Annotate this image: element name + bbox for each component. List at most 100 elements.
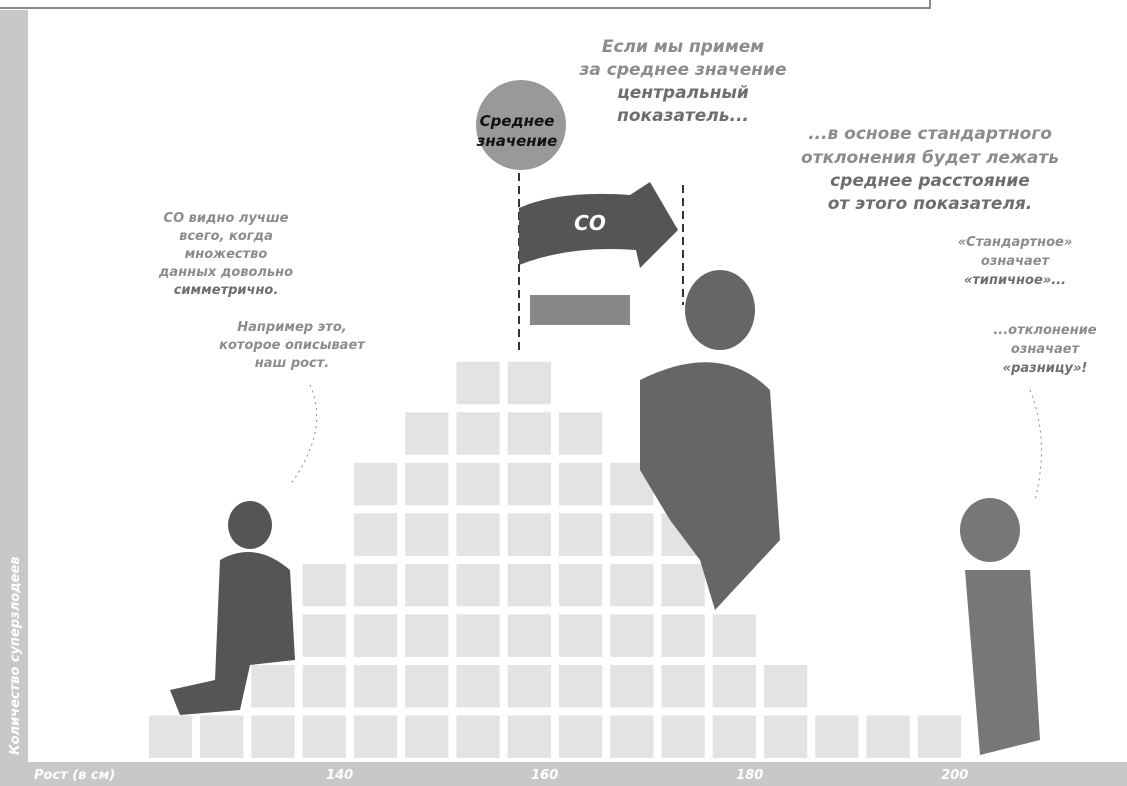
block: [558, 715, 603, 758]
histogram-column: [917, 715, 962, 758]
histogram-column: [302, 563, 346, 758]
block: [507, 361, 551, 405]
callout-dots: [289, 384, 318, 486]
histogram: [148, 361, 962, 758]
block: [712, 614, 756, 657]
annotation-line: показатель...: [617, 106, 749, 126]
block: [558, 462, 603, 506]
block: [507, 462, 551, 506]
block: [558, 614, 603, 657]
figure-center: [530, 270, 780, 610]
block: [302, 563, 346, 607]
histogram-column: [456, 361, 500, 758]
block: [661, 563, 705, 607]
y-axis-band: [0, 10, 28, 762]
histogram-column: [763, 664, 808, 758]
block: [763, 664, 808, 708]
block: [558, 563, 603, 607]
annotation-line: данных довольно: [158, 265, 293, 280]
mean-circle: [476, 80, 566, 170]
annotation-line: наш рост.: [255, 356, 330, 371]
annotation-line: центральный: [617, 83, 749, 103]
sd-arrow: [519, 182, 678, 268]
annotation-line: которое описывает: [219, 338, 366, 353]
block: [251, 715, 295, 758]
block: [353, 614, 398, 657]
block: [558, 412, 603, 455]
block: [405, 664, 449, 708]
block: [405, 412, 449, 455]
block: [456, 412, 500, 455]
annotation-line: ...отклонение: [993, 323, 1096, 338]
block: [456, 664, 500, 708]
x-axis-band: [0, 762, 1127, 786]
figure-right: [960, 498, 1040, 755]
block: [302, 715, 346, 758]
annotation-line: «типичное»...: [964, 273, 1066, 288]
x-tick-label: 140: [326, 768, 353, 783]
block: [507, 563, 551, 607]
x-tick-label: 160: [531, 768, 558, 783]
histogram-column: [148, 715, 193, 758]
annotation-line: множество: [185, 247, 268, 262]
block: [251, 664, 295, 708]
block: [610, 513, 654, 556]
block: [507, 664, 551, 708]
block: [405, 462, 449, 506]
block: [610, 715, 654, 758]
block: [558, 664, 603, 708]
block: [661, 715, 705, 758]
histogram-column: [251, 664, 295, 758]
annotation-line: симметрично.: [174, 283, 279, 298]
block: [610, 664, 654, 708]
annotation-line: отклонения будет лежать: [801, 148, 1059, 168]
annotation-line: от этого показателя.: [828, 194, 1033, 214]
block: [815, 715, 859, 758]
block: [456, 513, 500, 556]
annotation-line: Если мы примем: [602, 37, 764, 57]
annotation-line: означает: [1011, 342, 1081, 357]
x-axis-title: Рост (в см): [34, 768, 115, 783]
annotation-line: означает: [981, 254, 1051, 269]
block: [712, 715, 756, 758]
block: [302, 664, 346, 708]
block: [405, 715, 449, 758]
histogram-column: [405, 412, 449, 758]
block: [200, 715, 244, 758]
block: [456, 715, 500, 758]
histogram-column: [507, 361, 551, 758]
mean-label: Среднее: [480, 112, 555, 130]
histogram-column: [712, 614, 756, 758]
annotation-line: «разницу»!: [1003, 361, 1088, 376]
block: [456, 614, 500, 657]
block: [405, 513, 449, 556]
block: [661, 614, 705, 657]
block: [148, 715, 193, 758]
annotation-line: ...в основе стандартного: [808, 124, 1052, 144]
histogram-column: [558, 412, 603, 758]
block: [456, 361, 500, 405]
block: [353, 664, 398, 708]
annotation-line: Например это,: [237, 320, 346, 335]
block: [353, 563, 398, 607]
block: [353, 715, 398, 758]
block: [661, 664, 705, 708]
mean-label: значение: [476, 132, 558, 150]
block: [405, 614, 449, 657]
histogram-column: [610, 462, 654, 758]
annotation-line: «Стандартное»: [958, 235, 1073, 250]
block: [507, 715, 551, 758]
top-frame: [0, 0, 931, 9]
block: [917, 715, 962, 758]
y-axis-title: Количество суперзлодеев: [8, 556, 23, 755]
block: [866, 715, 910, 758]
block: [610, 614, 654, 657]
block: [558, 513, 603, 556]
block: [507, 412, 551, 455]
annotation-line: среднее расстояние: [830, 171, 1030, 191]
block: [302, 614, 346, 657]
block: [353, 462, 398, 506]
block: [712, 664, 756, 708]
annotation-line: всего, когда: [179, 229, 273, 244]
